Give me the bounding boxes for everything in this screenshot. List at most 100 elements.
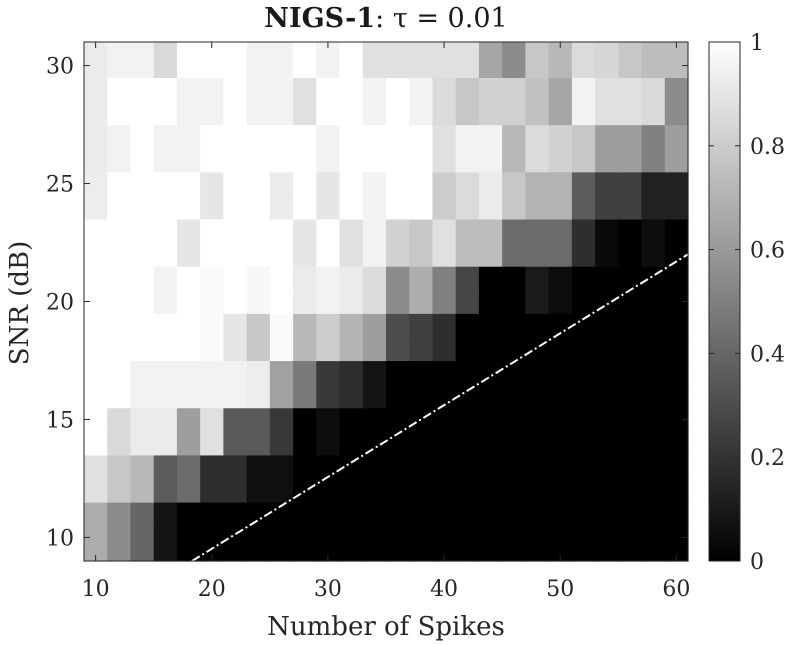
heatmap-cell (339, 454, 364, 480)
heatmap-cell (316, 525, 341, 562)
heatmap-cell (84, 77, 108, 102)
heatmap-cell (641, 218, 666, 244)
heatmap-cell (548, 148, 573, 173)
heatmap-cell (130, 431, 155, 456)
heatmap-cell (478, 218, 503, 244)
heatmap-cell (339, 502, 364, 527)
heatmap-cell (246, 124, 271, 149)
heatmap-cell (502, 124, 526, 149)
heatmap-cell (455, 195, 480, 220)
heatmap-cell (455, 384, 480, 409)
heatmap-cell (386, 148, 410, 173)
heatmap-cell (130, 478, 155, 503)
heatmap-cell (153, 407, 178, 432)
heatmap-cell (409, 148, 434, 173)
heatmap-cell (362, 431, 387, 456)
heatmap-cell (525, 242, 550, 267)
heatmap-cell (339, 266, 364, 291)
heatmap-cell (432, 218, 457, 244)
heatmap-cell (153, 431, 178, 456)
heatmap-cell (176, 384, 201, 409)
heatmap-cell (316, 124, 341, 149)
heatmap-cell (618, 42, 643, 78)
heatmap-cell (339, 195, 364, 220)
heatmap-cell (362, 502, 387, 527)
heatmap-cell (548, 478, 573, 503)
heatmap-cell (107, 242, 132, 267)
heatmap-cell (339, 42, 364, 78)
heatmap-cell (176, 502, 201, 527)
heatmap-cell (269, 124, 294, 149)
heatmap-cell (548, 218, 573, 244)
heatmap-cell (293, 336, 317, 362)
heatmap-cell (200, 384, 224, 409)
heatmap-cell (246, 100, 271, 126)
heatmap-cell (223, 77, 248, 102)
heatmap-cell (293, 266, 317, 291)
heatmap-cell (84, 195, 108, 220)
heatmap-cell (269, 384, 294, 409)
heatmap-cell (246, 266, 271, 291)
heatmap-cell (432, 502, 457, 527)
heatmap-cell (200, 313, 224, 338)
heatmap-cell (153, 148, 178, 173)
heatmap-cell (618, 195, 643, 220)
heatmap-cell (316, 313, 341, 338)
heatmap-cell (571, 266, 596, 291)
heatmap-cell (84, 360, 108, 385)
heatmap-cell (641, 313, 666, 338)
heatmap-cell (641, 525, 666, 562)
heatmap-cell (548, 431, 573, 456)
heatmap-cell (595, 100, 619, 126)
heatmap-cell (293, 360, 317, 385)
heatmap-cell (362, 171, 387, 196)
heatmap-cell (84, 100, 108, 126)
heatmap-cell (200, 218, 224, 244)
heatmap-cell (455, 502, 480, 527)
heatmap-cell (548, 384, 573, 409)
heatmap-cell (130, 502, 155, 527)
heatmap-cell (153, 266, 178, 291)
heatmap-cell (362, 195, 387, 220)
heatmap-cell (502, 502, 526, 527)
heatmap-cell (618, 100, 643, 126)
heatmap-cell (409, 242, 434, 267)
heatmap-cell (571, 195, 596, 220)
heatmap-cell (316, 42, 341, 78)
heatmap-cell (223, 384, 248, 409)
heatmap-cell (130, 454, 155, 480)
heatmap-cell (571, 431, 596, 456)
heatmap-cell (84, 266, 108, 291)
heatmap-cell (618, 336, 643, 362)
heatmap-cell (200, 242, 224, 267)
heatmap-cell (595, 77, 619, 102)
heatmap-cell (269, 502, 294, 527)
heatmap-cell (664, 407, 689, 432)
heatmap-cell (502, 407, 526, 432)
heatmap-cell (525, 431, 550, 456)
heatmap-cell (664, 478, 689, 503)
heatmap-cell (478, 502, 503, 527)
heatmap-cell (502, 266, 526, 291)
heatmap-cell (153, 360, 178, 385)
heatmap-cell (223, 431, 248, 456)
heatmap-cell (269, 100, 294, 126)
heatmap-cell (107, 431, 132, 456)
heatmap-cell (595, 478, 619, 503)
heatmap-cell (269, 407, 294, 432)
heatmap-cell (153, 478, 178, 503)
heatmap-cell (386, 454, 410, 480)
heatmap-cell (432, 431, 457, 456)
heatmap-cell (84, 478, 108, 503)
heatmap-cell (176, 454, 201, 480)
chart-title: NIGS-1: τ = 0.01 (264, 3, 507, 34)
heatmap-cell (571, 218, 596, 244)
heatmap-cell (107, 124, 132, 149)
heatmap-cell (618, 407, 643, 432)
heatmap-cell (595, 171, 619, 196)
heatmap-cell (641, 171, 666, 196)
heatmap-cell (409, 407, 434, 432)
heatmap-cell (478, 266, 503, 291)
heatmap-cell (548, 242, 573, 267)
heatmap-cell (269, 266, 294, 291)
